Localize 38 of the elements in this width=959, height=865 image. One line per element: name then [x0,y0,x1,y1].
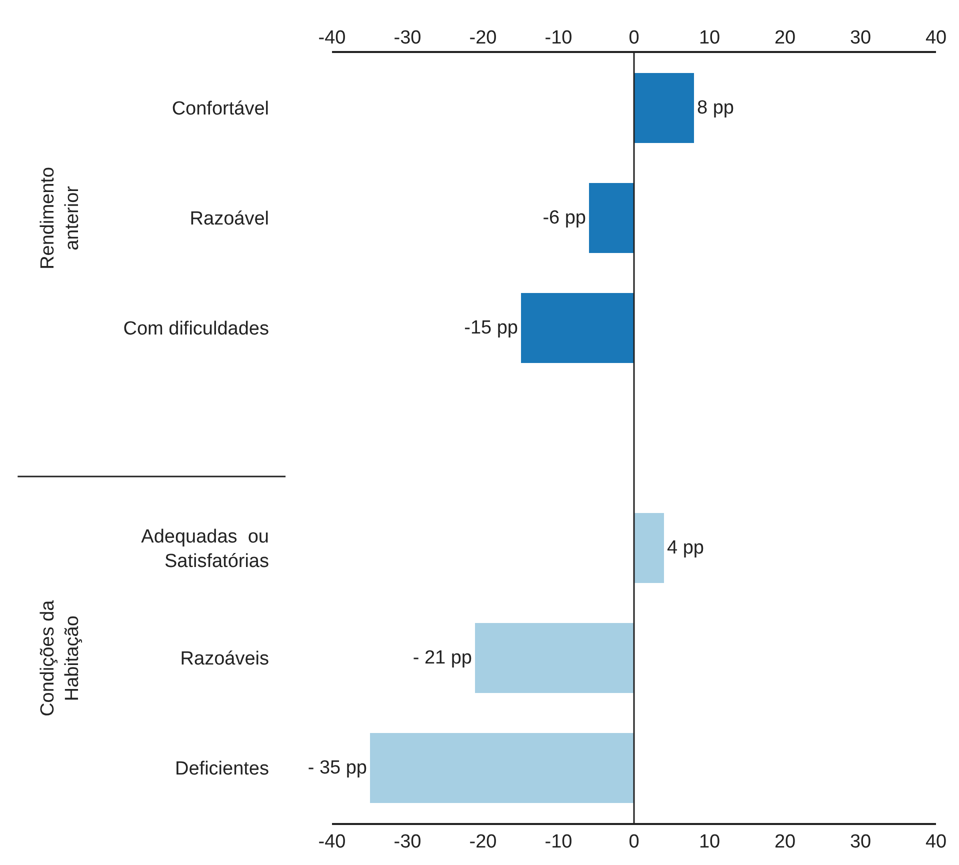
data-label: 4 pp [667,538,704,558]
y-tick-label: Com dificuldades [123,318,269,340]
bar [589,183,634,253]
bar [370,733,634,803]
x2-tick-label: 10 [698,832,720,853]
data-label: - 21 pp [412,648,472,668]
x2-tick-label: -20 [469,832,497,853]
x-tick-label: -30 [394,28,422,49]
data-label: -15 pp [464,318,518,338]
text: Rendimento anterior [37,166,84,270]
x-tick-label: -40 [318,28,346,49]
y-tick-label: Adequadas ou Satisfatórias [141,526,269,572]
x2-tick-label: -30 [394,832,422,853]
x-tick-label: 40 [925,28,947,49]
x-tick-label: 10 [698,28,720,49]
x2-tick-label: -40 [318,832,346,853]
x2-tick-label: 30 [850,832,872,853]
x-tick-label: 0 [628,28,640,49]
bar [634,73,694,143]
x2-tick-label: 40 [925,832,947,853]
bar [475,623,634,693]
data-label: -6 pp [542,208,586,228]
data-label: 8 pp [697,98,734,118]
y-tick-label: Confortável [172,98,269,120]
x-tick-label: 30 [850,28,872,49]
x2-tick-label: 0 [628,832,640,853]
x-tick-label: 20 [774,28,796,49]
bar [521,293,634,363]
data-label: - 35 pp [308,758,367,778]
x-tick-label: -10 [544,28,572,49]
bar [634,513,664,583]
x2-tick-label: -10 [544,832,572,853]
y-tick-label: Razoável [190,208,269,230]
text: Condições da Habitação [37,600,84,716]
x-tick-label: -20 [469,28,497,49]
y-tick-label: Razoáveis [180,648,269,670]
x2-tick-label: 20 [774,832,796,853]
y-tick-label: Deficientes [175,758,269,780]
